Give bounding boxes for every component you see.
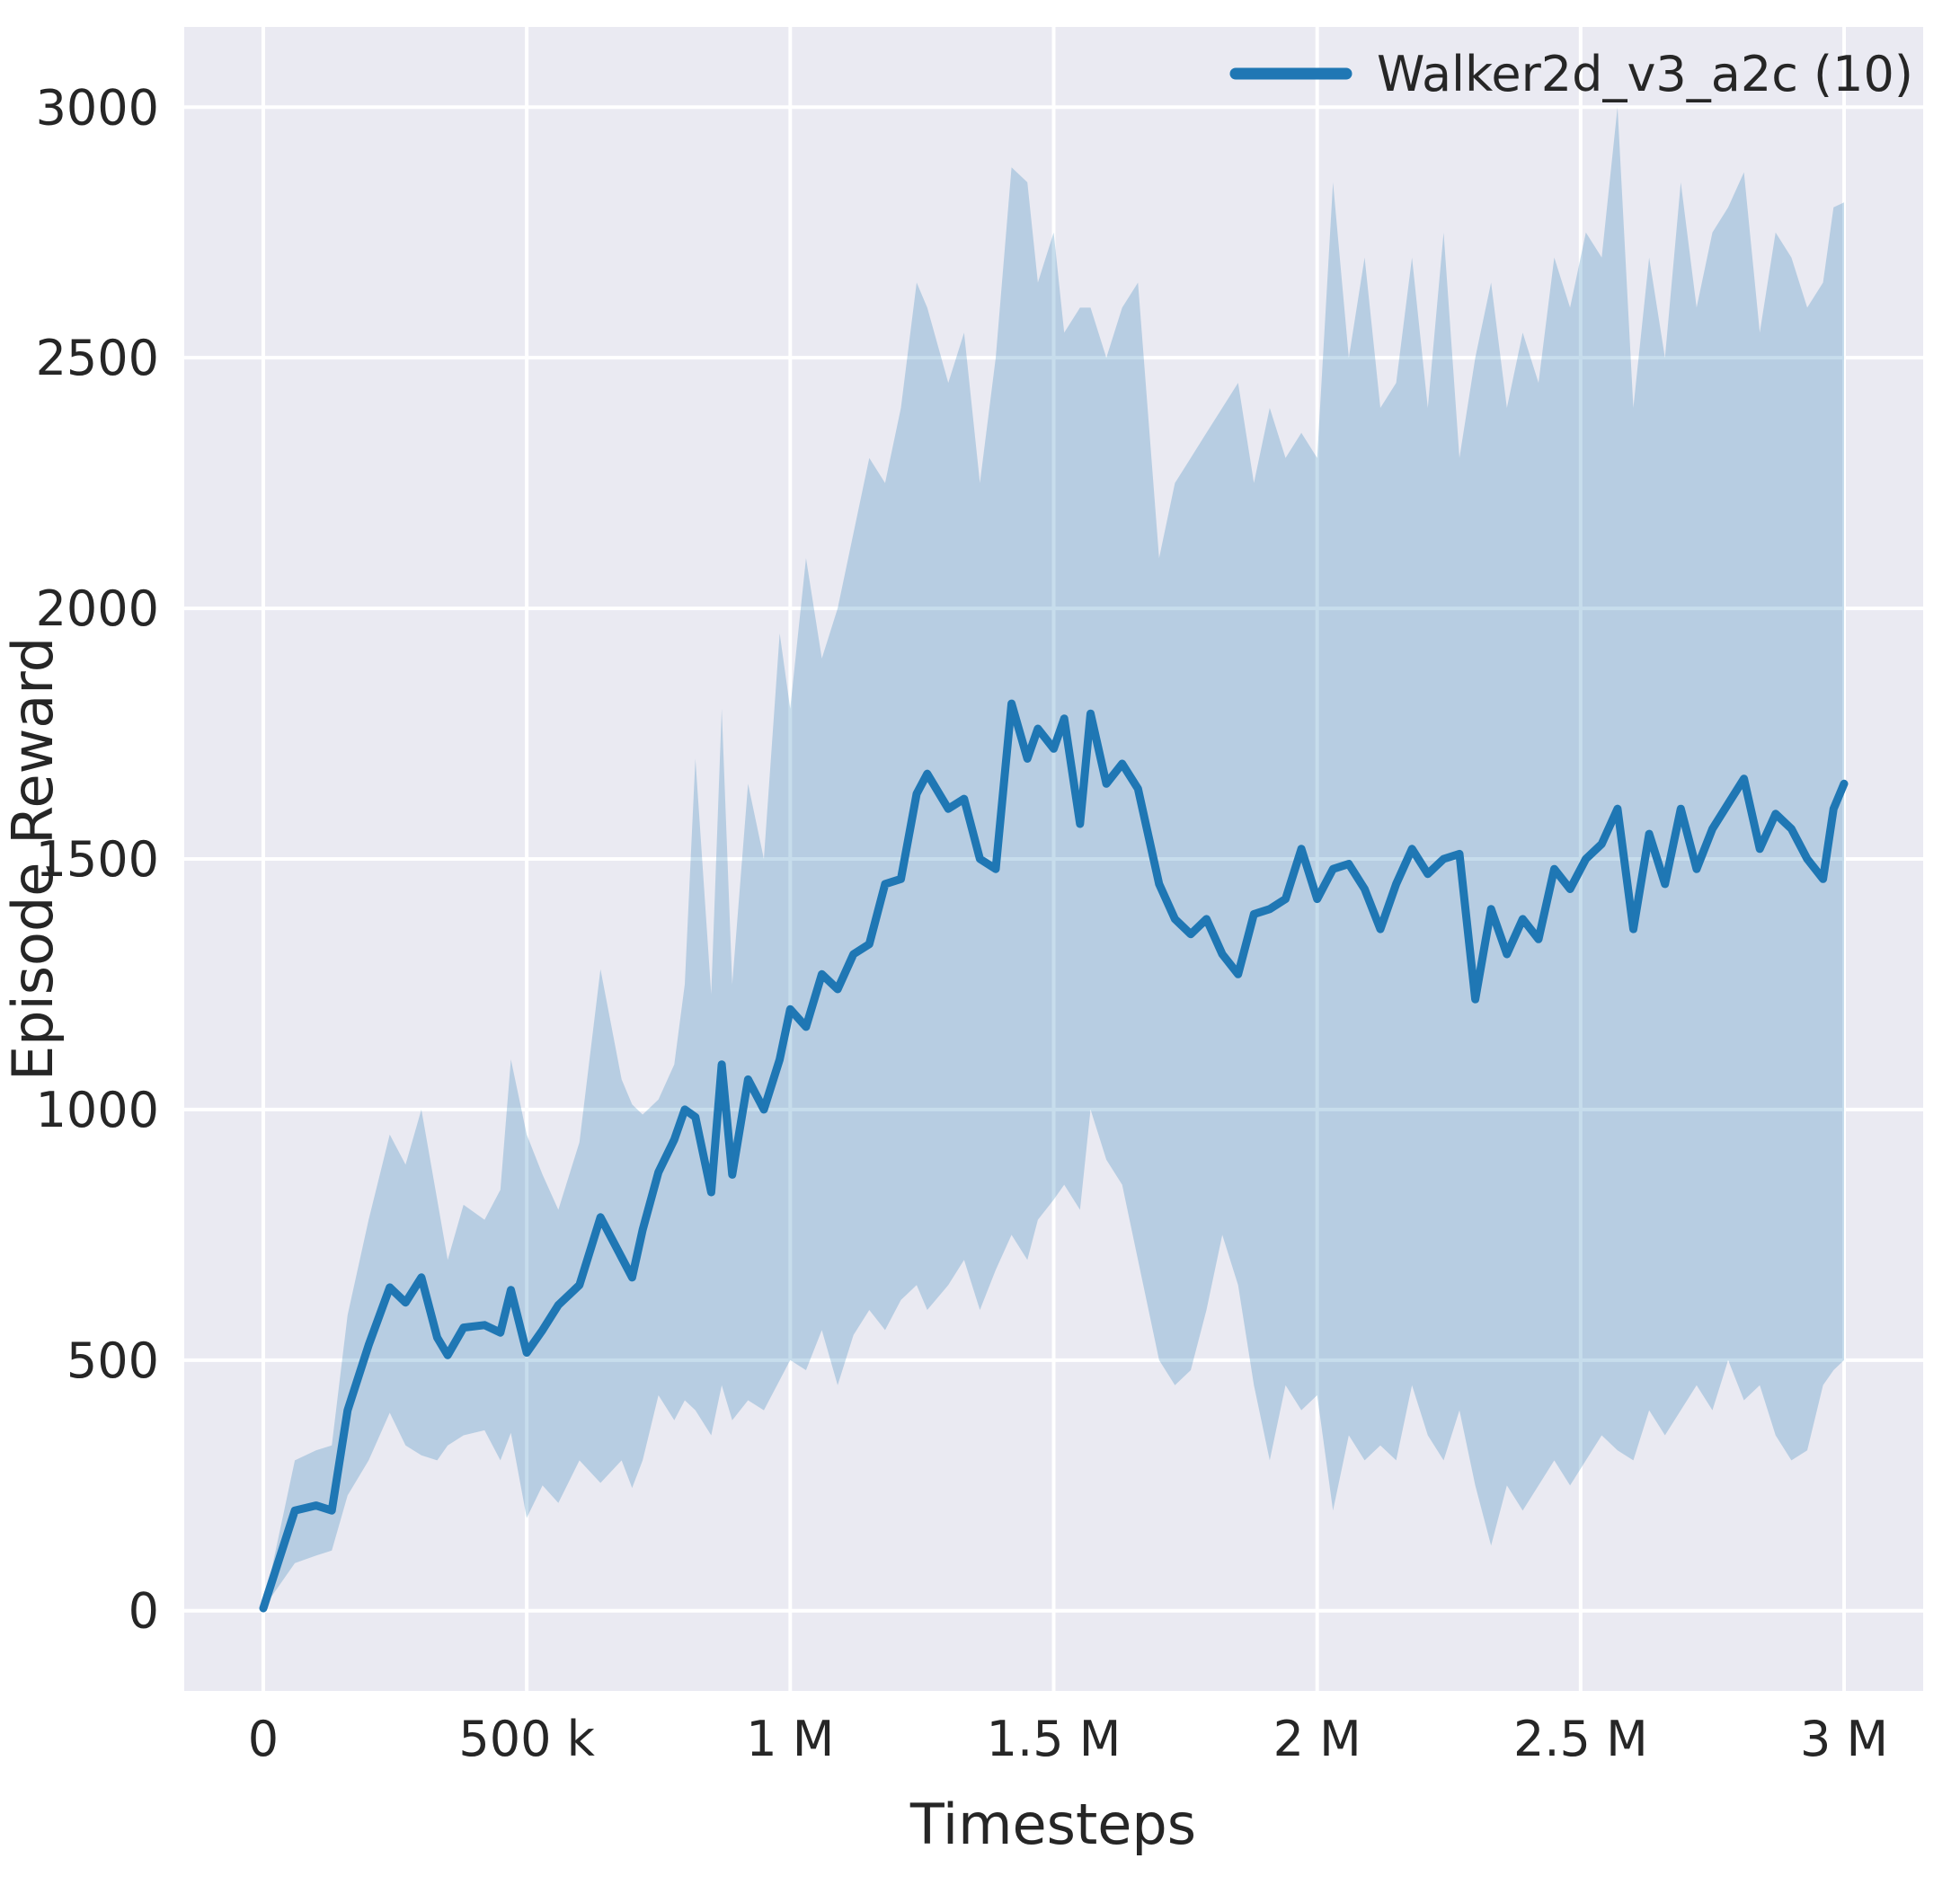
confidence-band (263, 107, 1844, 1608)
y-axis-label: Episode Reward (0, 637, 66, 1081)
y-tick-label: 500 (67, 1332, 159, 1389)
legend-label: Walker2d_v3_a2c (10) (1377, 46, 1913, 102)
y-tick-label: 3000 (36, 79, 159, 136)
x-tick-label: 2.5 M (1513, 1711, 1648, 1767)
gridlines (184, 27, 1923, 1691)
y-tick-labels: 0 500 1000 1500 2000 2500 3000 (36, 79, 159, 1639)
x-tick-label: 2 M (1273, 1711, 1361, 1767)
legend: Walker2d_v3_a2c (10) (1229, 46, 1913, 102)
x-tick-label: 0 (248, 1711, 279, 1767)
y-tick-label: 1500 (36, 831, 159, 888)
x-axis-label: Timesteps (909, 1792, 1196, 1857)
x-tick-label: 1 M (746, 1711, 834, 1767)
y-tick-label: 2500 (36, 330, 159, 386)
x-tick-label: 1.5 M (987, 1711, 1122, 1767)
x-tick-label: 500 k (458, 1711, 595, 1767)
y-tick-label: 2000 (36, 580, 159, 637)
x-tick-label: 3 M (1800, 1711, 1888, 1767)
mean-line (259, 699, 1849, 1613)
y-tick-label: 1000 (36, 1082, 159, 1138)
y-tick-label: 0 (129, 1583, 159, 1640)
x-tick-labels: 0 500 k 1 M 1.5 M 2 M 2.5 M 3 M (248, 1711, 1888, 1767)
